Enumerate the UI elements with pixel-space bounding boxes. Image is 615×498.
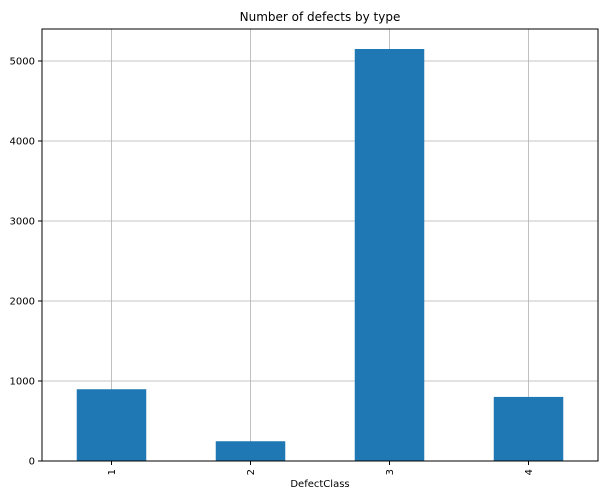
bar-3 — [354, 49, 425, 461]
bar-1 — [76, 389, 147, 461]
x-tick-label: 4 — [524, 469, 535, 475]
bar-4 — [493, 396, 564, 461]
y-tick-label: 1000 — [10, 377, 35, 388]
y-tick-label: 2000 — [10, 297, 35, 308]
y-tick-label: 3000 — [10, 217, 35, 228]
tick-labels: 0 1000 2000 3000 4000 5000 1 2 3 4 — [10, 57, 535, 476]
bars — [76, 49, 564, 461]
x-tick-label: 2 — [246, 469, 257, 475]
axes — [38, 28, 599, 465]
plot-frame — [41, 28, 599, 462]
y-tick-label: 5000 — [10, 57, 35, 68]
chart-title: Number of defects by type — [240, 10, 401, 24]
y-tick-label: 4000 — [10, 137, 35, 148]
x-axis-label: DefectClass — [290, 479, 349, 490]
x-tick-label: 1 — [107, 469, 118, 475]
y-tick-label: 0 — [29, 457, 35, 468]
bar-2 — [215, 441, 286, 461]
x-tick-label: 3 — [385, 469, 396, 475]
